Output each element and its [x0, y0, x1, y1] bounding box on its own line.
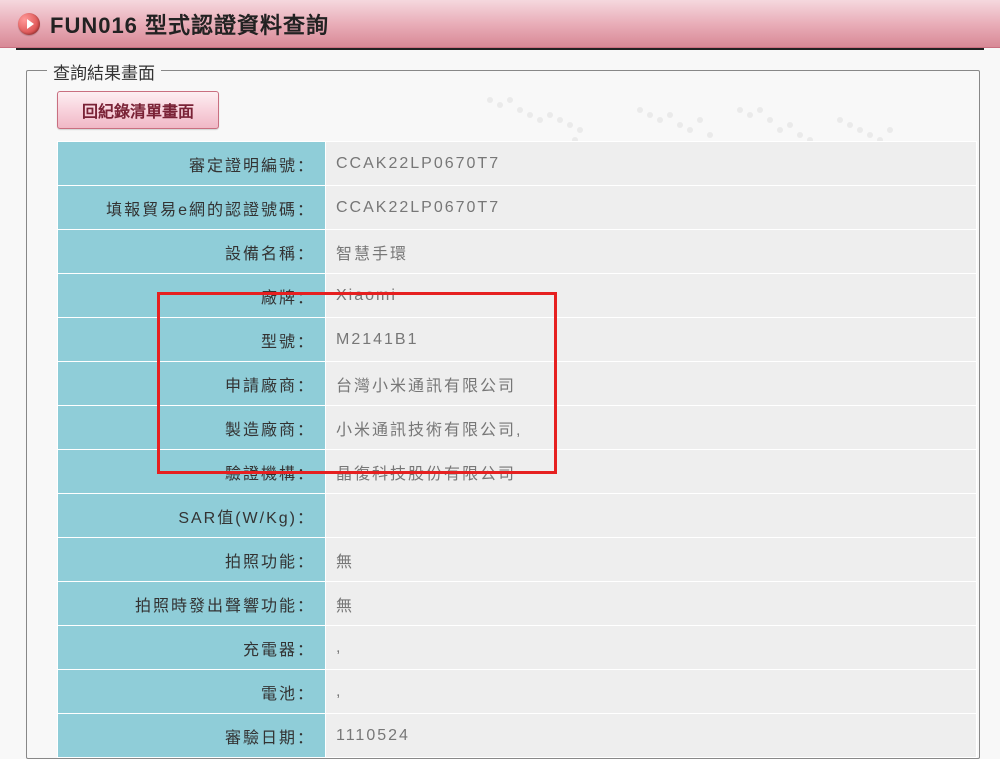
- row-value: M2141B1: [326, 318, 977, 362]
- row-value: 台灣小米通訊有限公司: [326, 362, 977, 406]
- panel-legend: 查詢結果畫面: [47, 59, 161, 84]
- row-value: 智慧手環: [326, 230, 977, 274]
- row-label: 拍照功能：: [58, 538, 326, 582]
- row-value: CCAK22LP0670T7: [326, 186, 977, 230]
- row-label: 製造廠商：: [58, 406, 326, 450]
- content-area: 查詢結果畫面 回紀錄清單畫面 審定證明編號：CCAK22LP0670T7填報貿易…: [0, 50, 1000, 759]
- row-value: 無: [326, 538, 977, 582]
- row-value: 小米通訊技術有限公司,: [326, 406, 977, 450]
- table-row: 廠牌：Xiaomi: [58, 274, 977, 318]
- page-title-text: 型式認證資料查詢: [145, 13, 329, 38]
- row-value: CCAK22LP0670T7: [326, 142, 977, 186]
- row-value: Xiaomi: [326, 274, 977, 318]
- row-label: 審定證明編號：: [58, 142, 326, 186]
- row-label: 申請廠商：: [58, 362, 326, 406]
- row-label: 充電器：: [58, 626, 326, 670]
- table-row: 填報貿易e網的認證號碼：CCAK22LP0670T7: [58, 186, 977, 230]
- table-row: SAR值(W/Kg)：: [58, 494, 977, 538]
- row-value: 晶復科技股份有限公司: [326, 450, 977, 494]
- table-row: 設備名稱：智慧手環: [58, 230, 977, 274]
- table-row: 電池：,: [58, 670, 977, 714]
- row-label: 拍照時發出聲響功能：: [58, 582, 326, 626]
- table-row: 充電器：,: [58, 626, 977, 670]
- row-value: 無: [326, 582, 977, 626]
- row-value: [326, 494, 977, 538]
- row-value: ,: [326, 670, 977, 714]
- row-label: 型號：: [58, 318, 326, 362]
- row-value: ,: [326, 626, 977, 670]
- row-value: 1110524: [326, 714, 977, 758]
- row-label: 驗證機構：: [58, 450, 326, 494]
- table-row: 申請廠商：台灣小米通訊有限公司: [58, 362, 977, 406]
- row-label: 設備名稱：: [58, 230, 326, 274]
- row-label: 填報貿易e網的認證號碼：: [58, 186, 326, 230]
- page-header: FUN016 型式認證資料查詢: [0, 0, 1000, 48]
- table-row: 審驗日期：1110524: [58, 714, 977, 758]
- row-label: 審驗日期：: [58, 714, 326, 758]
- table-row: 拍照功能：無: [58, 538, 977, 582]
- table-row: 驗證機構：晶復科技股份有限公司: [58, 450, 977, 494]
- table-row: 製造廠商：小米通訊技術有限公司,: [58, 406, 977, 450]
- result-table: 審定證明編號：CCAK22LP0670T7填報貿易e網的認證號碼：CCAK22L…: [57, 141, 977, 758]
- table-row: 審定證明編號：CCAK22LP0670T7: [58, 142, 977, 186]
- table-row: 型號：M2141B1: [58, 318, 977, 362]
- play-icon: [18, 13, 40, 35]
- page-title: FUN016 型式認證資料查詢: [50, 8, 329, 40]
- back-to-list-button[interactable]: 回紀錄清單畫面: [57, 91, 219, 129]
- result-panel: 查詢結果畫面 回紀錄清單畫面 審定證明編號：CCAK22LP0670T7填報貿易…: [26, 70, 980, 759]
- row-label: SAR值(W/Kg)：: [58, 494, 326, 538]
- table-row: 拍照時發出聲響功能：無: [58, 582, 977, 626]
- row-label: 電池：: [58, 670, 326, 714]
- row-label: 廠牌：: [58, 274, 326, 318]
- page-code: FUN016: [50, 13, 138, 38]
